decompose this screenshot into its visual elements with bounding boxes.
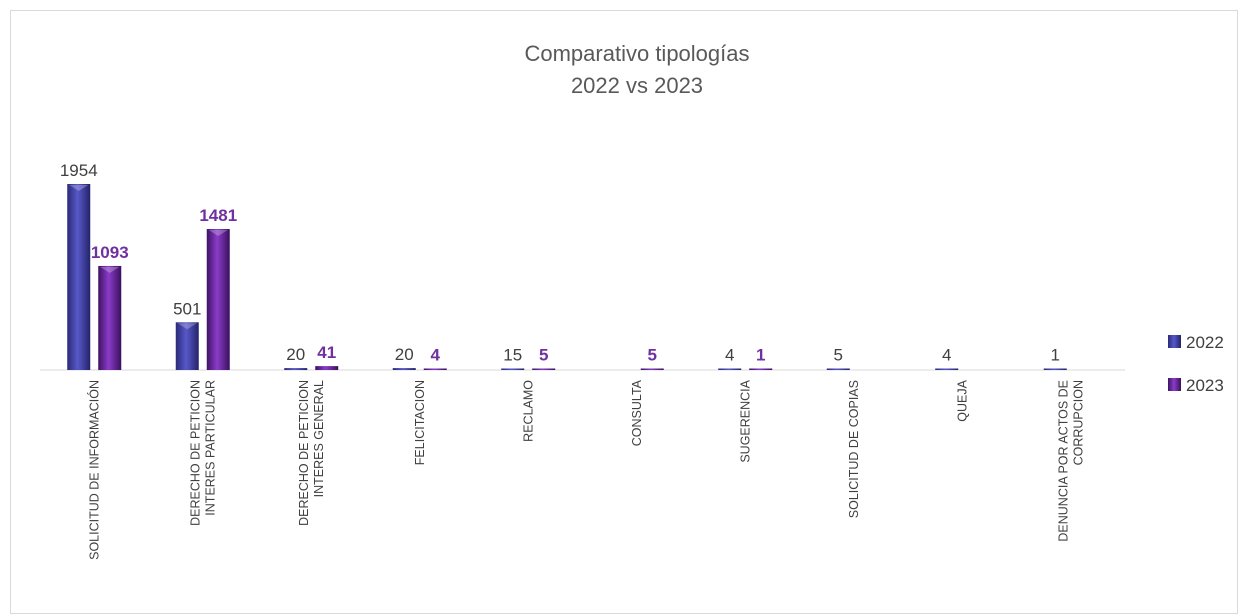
category-label-1: SOLICITUD DE INFORMACIÓN [86, 380, 101, 560]
category-label-2-line-1: DERECHO DE PETICION [188, 380, 202, 526]
bar-2022-4 [392, 368, 416, 370]
value-label-2022-9: 4 [942, 346, 951, 365]
value-label-2023-3: 41 [317, 343, 336, 362]
value-label-2022-2: 501 [173, 299, 201, 318]
category-label-6: CONSULTA [630, 379, 644, 446]
category-label-2-line-2: INTERES PARTICULAR [203, 380, 217, 516]
category-label-10-line-2: CORRUPCION [1071, 380, 1085, 465]
bar-2022-9 [935, 368, 959, 370]
value-label-2023-7: 1 [756, 346, 765, 365]
value-label-2023-1: 1093 [91, 243, 129, 262]
value-label-2022-4: 20 [395, 345, 414, 364]
bar-2022-10 [1043, 368, 1067, 370]
legend-label-2023: 2023 [1186, 376, 1224, 395]
legend-item-2023: 2023 [1168, 376, 1224, 395]
bar-2023-5 [532, 368, 556, 370]
bar-2023-2 [206, 229, 230, 370]
value-label-2022-7: 4 [725, 346, 734, 365]
value-label-2022-10: 1 [1051, 346, 1060, 365]
category-label-10-line-1: DENUNCIA POR ACTOS DE [1056, 380, 1070, 542]
category-label-3-line-1: DERECHO DE PETICION [297, 380, 311, 526]
value-label-2023-5: 5 [539, 346, 548, 365]
legend-item-2022: 2022 [1168, 333, 1224, 352]
bar-bevel-2023-2 [208, 230, 228, 237]
value-label-2023-4: 4 [431, 346, 441, 365]
bar-2023-6 [640, 368, 664, 370]
value-label-2023-6: 5 [648, 346, 657, 365]
bar-2023-4 [423, 368, 447, 370]
value-label-2022-1: 1954 [60, 161, 98, 180]
category-label-4: FELICITACION [413, 380, 427, 465]
value-label-2022-8: 5 [834, 346, 843, 365]
chart-title: Comparativo tipologías [524, 41, 749, 66]
category-label-9: QUEJA [955, 379, 969, 421]
category-label-5: RECLAMO [521, 380, 535, 442]
chart-subtitle: 2022 vs 2023 [571, 73, 703, 98]
bar-2022-5 [501, 368, 525, 370]
bar-2022-7 [718, 368, 742, 370]
value-label-2022-3: 20 [286, 345, 305, 364]
bar-2023-1 [98, 265, 122, 370]
bar-2022-2 [175, 322, 199, 370]
legend-label-2022: 2022 [1186, 333, 1224, 352]
value-label-2023-2: 1481 [199, 206, 237, 225]
bar-2023-7 [749, 368, 773, 370]
legend-swatch-2023 [1168, 378, 1181, 391]
category-label-8: SOLICITUD DE COPIAS [847, 380, 861, 518]
bar-2022-8 [826, 368, 850, 370]
legend-swatch-2022 [1168, 335, 1181, 348]
bar-bevel-2023-1 [100, 266, 120, 273]
bar-2022-3 [284, 368, 308, 370]
bar-2022-1 [67, 184, 91, 370]
value-label-2022-5: 15 [503, 346, 522, 365]
bars-group [67, 184, 1067, 370]
legend: 2022 2023 [1168, 333, 1224, 395]
category-labels-group: SOLICITUD DE INFORMACIÓN DERECHO DE PETIC… [86, 379, 1085, 560]
category-label-3-line-2: INTERES GENERAL [312, 380, 326, 497]
bar-2023-3 [315, 366, 339, 370]
bar-bevel-2022-1 [69, 185, 89, 191]
category-label-7: SUGERENCIA [738, 379, 752, 462]
bar-bevel-2022-2 [177, 323, 197, 330]
